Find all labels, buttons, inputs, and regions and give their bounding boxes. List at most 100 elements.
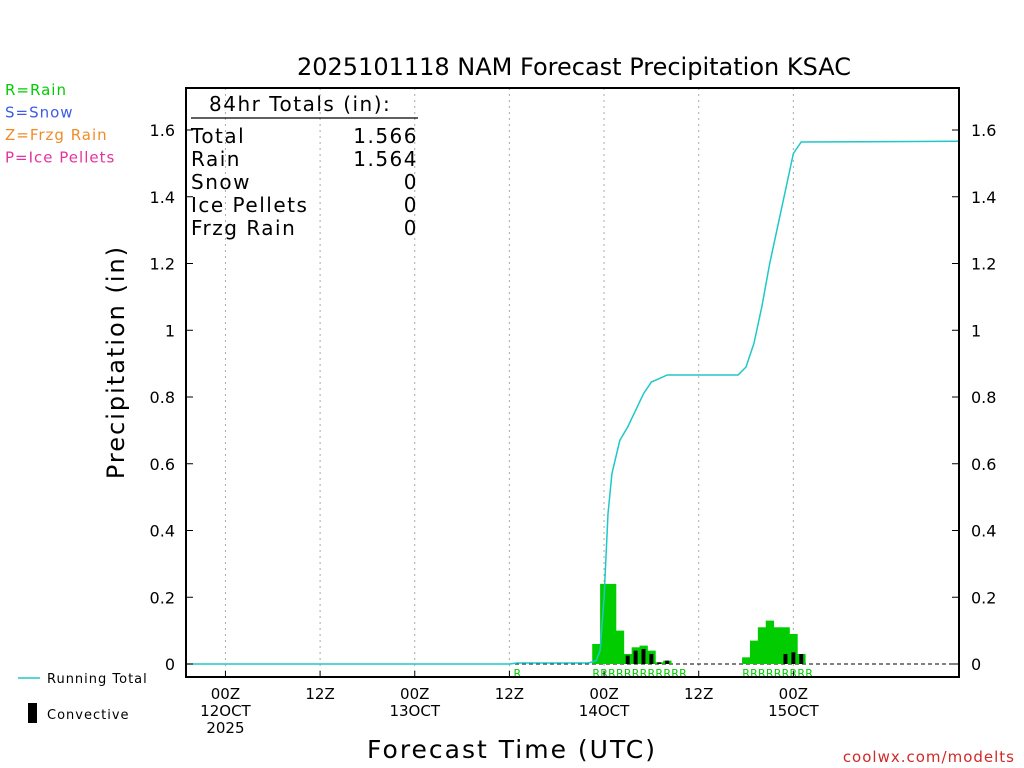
x-tick-label: 12Z — [684, 685, 713, 703]
y-tick-label-left: 0.4 — [150, 522, 175, 541]
x-tick-label: 12Z — [495, 685, 524, 703]
credit-text: coolwx.com/modelts — [843, 748, 1015, 766]
totals-row-value: 1.564 — [353, 147, 418, 171]
ptype-marker: R — [663, 667, 671, 680]
y-tick-label-right: 1 — [971, 321, 981, 340]
convective-bar — [657, 662, 662, 664]
convective-legend-label: Convective — [47, 708, 130, 723]
rain-bar — [781, 627, 790, 664]
y-tick-label-right: 1.4 — [971, 188, 996, 207]
ptype-markers: RRRRRRRRRRRRRRRRRRRRRR — [513, 667, 813, 680]
ptype-marker: R — [592, 667, 600, 680]
totals-row-label: Rain — [191, 147, 241, 171]
totals-row-value: 1.566 — [353, 124, 418, 148]
convective-bar — [799, 653, 804, 664]
ptype-marker: R — [797, 667, 805, 680]
running-total-line — [186, 140, 960, 665]
totals-box: 84hr Totals (in): Total 1.566 Rain 1.564 Snow… — [190, 92, 418, 240]
convective-bar — [633, 650, 638, 664]
y-axis-right: 0 0.2 0.4 0.6 0.8 1 1.2 1.4 1.6 — [952, 121, 996, 674]
x-tick-label: 00Z — [779, 685, 808, 703]
totals-row-label: Ice Pellets — [191, 193, 308, 217]
ptype-marker: R — [805, 667, 813, 680]
totals-header: 84hr Totals (in): — [209, 92, 391, 116]
convective-bar — [625, 655, 630, 664]
y-tick-label-left: 0.6 — [150, 455, 175, 474]
y-tick-label-left: 0.2 — [150, 588, 175, 607]
rain-bar — [757, 627, 767, 664]
totals-row-label: Snow — [191, 170, 251, 194]
convective-bar — [649, 653, 654, 664]
rain-bar — [765, 620, 775, 664]
rain-bar — [773, 627, 782, 664]
ptype-marker: R — [640, 667, 648, 680]
grid-lines — [186, 88, 959, 677]
x-tick-label: 2025 — [206, 719, 244, 737]
x-tick-label: 12Z — [305, 685, 334, 703]
y-tick-label-left: 1.6 — [150, 121, 175, 140]
chart-title: 2025101118 NAM Forecast Precipitation KS… — [297, 53, 851, 81]
ptype-marker: R — [513, 667, 521, 680]
bottom-legend: Running Total Convective — [18, 672, 147, 723]
rain-bar — [592, 643, 601, 664]
x-tick-label: 00Z — [589, 685, 618, 703]
y-axis-left: 0 0.2 0.4 0.6 0.8 1 1.2 1.4 1.6 — [150, 121, 193, 674]
totals-row-label: Frzg Rain — [191, 216, 296, 240]
ptype-marker: R — [624, 667, 632, 680]
ptype-marker: R — [766, 667, 774, 680]
legend-type-0: R=Rain — [5, 81, 67, 99]
x-tick-label: 12OCT — [200, 702, 251, 720]
x-axis-label: Forecast Time (UTC) — [367, 735, 657, 764]
convective-legend-swatch — [28, 703, 37, 723]
y-tick-label-right: 0.2 — [971, 588, 996, 607]
ptype-marker: R — [632, 667, 640, 680]
plot-frame — [185, 87, 960, 678]
y-tick-label-right: 1.6 — [971, 121, 996, 140]
ptype-marker: R — [750, 667, 758, 680]
y-tick-label-right: 1.2 — [971, 255, 996, 274]
x-tick-label: 13OCT — [389, 702, 440, 720]
totals-row-value: 0 — [404, 170, 418, 194]
y-tick-label-left: 1 — [165, 321, 175, 340]
rain-bar — [615, 630, 625, 664]
y-tick-label-left: 1.2 — [150, 255, 175, 274]
y-tick-label-right: 0.8 — [971, 388, 996, 407]
x-tick-label: 00Z — [400, 685, 429, 703]
ptype-marker: R — [774, 667, 782, 680]
rain-bar — [607, 583, 617, 664]
y-tick-label-left: 0.8 — [150, 388, 175, 407]
ptype-marker: R — [648, 667, 656, 680]
precip-bars — [592, 583, 806, 664]
x-tick-label: 00Z — [211, 685, 240, 703]
rain-bar — [742, 657, 751, 664]
totals-row-label: Total — [190, 124, 245, 148]
convective-bar — [665, 660, 670, 664]
legend-type-3: P=Ice Pellets — [5, 149, 115, 167]
ptype-marker: R — [655, 667, 663, 680]
y-tick-label-right: 0.4 — [971, 522, 996, 541]
legend-type-2: Z=Frzg Rain — [5, 126, 108, 144]
ptype-marker: R — [758, 667, 766, 680]
ptype-marker: R — [782, 667, 790, 680]
ptype-marker: R — [679, 667, 687, 680]
rain-bar — [600, 583, 609, 664]
convective-bar — [791, 652, 796, 664]
running-total-polyline — [186, 140, 960, 665]
convective-bar — [783, 653, 788, 664]
y-axis-label: Precipitation (in) — [102, 245, 130, 479]
y-tick-label-right: 0 — [971, 655, 981, 674]
convective-bar — [641, 648, 646, 664]
ptype-marker: R — [742, 667, 750, 680]
precip-type-legend: R=Rain S=Snow Z=Frzg Rain P=Ice Pellets — [5, 81, 115, 167]
totals-row-value: 0 — [404, 216, 418, 240]
ptype-marker: R — [616, 667, 624, 680]
totals-row-value: 0 — [404, 193, 418, 217]
ptype-marker: R — [608, 667, 616, 680]
y-tick-label-left: 0 — [165, 655, 175, 674]
rain-bar — [749, 640, 759, 664]
legend-type-1: S=Snow — [5, 104, 74, 122]
x-tick-label: 14OCT — [579, 702, 630, 720]
ptype-marker: R — [671, 667, 679, 680]
